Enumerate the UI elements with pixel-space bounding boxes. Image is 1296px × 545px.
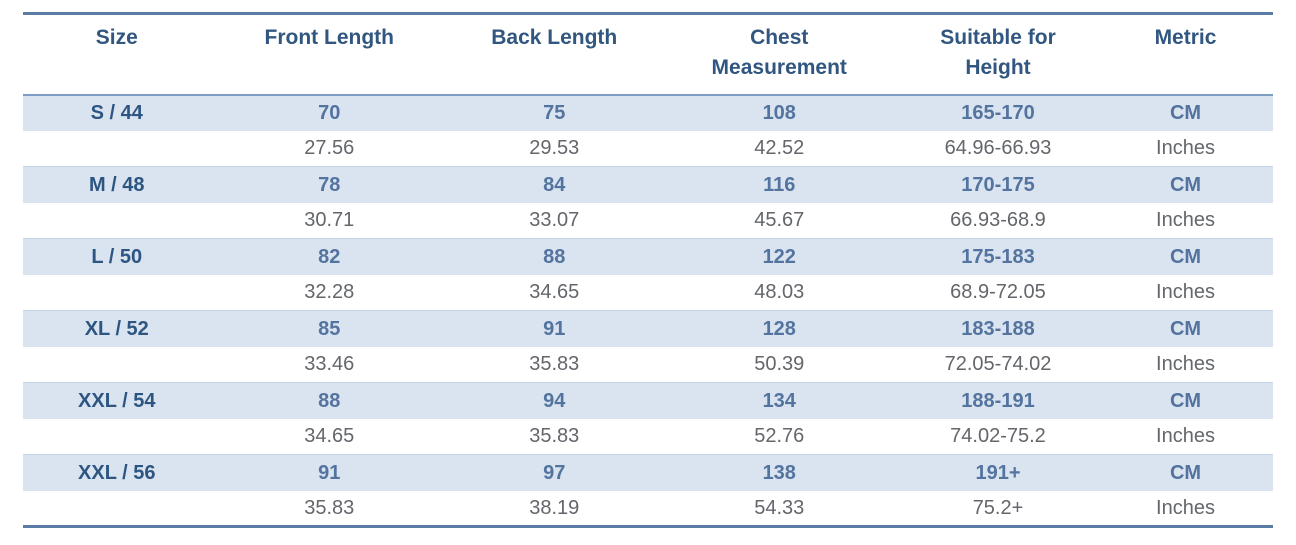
value-cell: 97 <box>448 454 661 491</box>
value-cell: Inches <box>1098 490 1273 527</box>
value-cell: 34.65 <box>210 418 448 455</box>
value-cell: CM <box>1098 310 1273 347</box>
value-cell: 33.07 <box>448 202 661 239</box>
value-cell: 183-188 <box>898 310 1098 347</box>
table-row: 27.56 29.53 42.52 64.96-66.93 Inches <box>23 130 1273 167</box>
value-cell: 35.83 <box>448 346 661 383</box>
value-cell: 45.67 <box>660 202 898 239</box>
value-cell: 191+ <box>898 454 1098 491</box>
value-cell: 91 <box>210 454 448 491</box>
value-cell: 50.39 <box>660 346 898 383</box>
value-cell: 70 <box>210 94 448 131</box>
column-header-5: Metric <box>1098 13 1273 96</box>
value-cell: Inches <box>1098 274 1273 311</box>
column-header-3: Chest Measurement <box>660 13 898 96</box>
value-cell: CM <box>1098 94 1273 131</box>
value-cell: 68.9-72.05 <box>898 274 1098 311</box>
column-header-4: Suitable for Height <box>898 13 1098 96</box>
size-cell: L / 50 <box>23 238 211 275</box>
value-cell: 175-183 <box>898 238 1098 275</box>
size-cell: XXL / 54 <box>23 382 211 419</box>
value-cell: 82 <box>210 238 448 275</box>
value-cell: Inches <box>1098 130 1273 167</box>
value-cell: 30.71 <box>210 202 448 239</box>
table-row: L / 50 82 88 122 175-183 CM <box>23 238 1273 275</box>
value-cell: CM <box>1098 454 1273 491</box>
table-row: 34.65 35.83 52.76 74.02-75.2 Inches <box>23 418 1273 455</box>
column-header-0: Size <box>23 13 211 96</box>
value-cell: 72.05-74.02 <box>898 346 1098 383</box>
column-header-2: Back Length <box>448 13 661 96</box>
column-header-1: Front Length <box>210 13 448 96</box>
value-cell: 122 <box>660 238 898 275</box>
value-cell: 85 <box>210 310 448 347</box>
value-cell: 78 <box>210 166 448 203</box>
value-cell: 29.53 <box>448 130 661 167</box>
table-row: 33.46 35.83 50.39 72.05-74.02 Inches <box>23 346 1273 383</box>
value-cell: CM <box>1098 382 1273 419</box>
size-cell <box>23 346 211 383</box>
value-cell: 38.19 <box>448 490 661 527</box>
size-cell <box>23 490 211 527</box>
size-chart-table: Size Front Length Back Length Chest Measure… <box>23 12 1273 529</box>
value-cell: 35.83 <box>448 418 661 455</box>
size-cell <box>23 202 211 239</box>
value-cell: 91 <box>448 310 661 347</box>
value-cell: 42.52 <box>660 130 898 167</box>
value-cell: 75 <box>448 94 661 131</box>
table-row: XXL / 54 88 94 134 188-191 CM <box>23 382 1273 419</box>
value-cell: 27.56 <box>210 130 448 167</box>
size-cell: XXL / 56 <box>23 454 211 491</box>
size-cell <box>23 418 211 455</box>
value-cell: 138 <box>660 454 898 491</box>
table-row: 35.83 38.19 54.33 75.2+ Inches <box>23 490 1273 527</box>
table-header: Size Front Length Back Length Chest Measure… <box>23 13 1273 96</box>
value-cell: 170-175 <box>898 166 1098 203</box>
size-cell: XL / 52 <box>23 310 211 347</box>
value-cell: 94 <box>448 382 661 419</box>
value-cell: 34.65 <box>448 274 661 311</box>
value-cell: 108 <box>660 94 898 131</box>
value-cell: Inches <box>1098 346 1273 383</box>
value-cell: 66.93-68.9 <box>898 202 1098 239</box>
size-cell: S / 44 <box>23 94 211 131</box>
value-cell: Inches <box>1098 202 1273 239</box>
value-cell: 64.96-66.93 <box>898 130 1098 167</box>
size-cell: M / 48 <box>23 166 211 203</box>
value-cell: 88 <box>448 238 661 275</box>
value-cell: 33.46 <box>210 346 448 383</box>
table-row: S / 44 70 75 108 165-170 CM <box>23 94 1273 131</box>
value-cell: 54.33 <box>660 490 898 527</box>
value-cell: CM <box>1098 238 1273 275</box>
value-cell: 188-191 <box>898 382 1098 419</box>
value-cell: 74.02-75.2 <box>898 418 1098 455</box>
value-cell: 134 <box>660 382 898 419</box>
value-cell: 165-170 <box>898 94 1098 131</box>
value-cell: 75.2+ <box>898 490 1098 527</box>
value-cell: 84 <box>448 166 661 203</box>
size-cell <box>23 274 211 311</box>
table-row: 32.28 34.65 48.03 68.9-72.05 Inches <box>23 274 1273 311</box>
table-row: XL / 52 85 91 128 183-188 CM <box>23 310 1273 347</box>
header-row: Size Front Length Back Length Chest Measure… <box>23 13 1273 96</box>
table-row: 30.71 33.07 45.67 66.93-68.9 Inches <box>23 202 1273 239</box>
value-cell: 128 <box>660 310 898 347</box>
value-cell: 52.76 <box>660 418 898 455</box>
value-cell: 35.83 <box>210 490 448 527</box>
table-body: S / 44 70 75 108 165-170 CM 27.56 29.53 42.52 64.… <box>23 94 1273 527</box>
size-cell <box>23 130 211 167</box>
value-cell: Inches <box>1098 418 1273 455</box>
value-cell: 48.03 <box>660 274 898 311</box>
table-row: XXL / 56 91 97 138 191+ CM <box>23 454 1273 491</box>
value-cell: CM <box>1098 166 1273 203</box>
value-cell: 88 <box>210 382 448 419</box>
table-row: M / 48 78 84 116 170-175 CM <box>23 166 1273 203</box>
value-cell: 116 <box>660 166 898 203</box>
value-cell: 32.28 <box>210 274 448 311</box>
